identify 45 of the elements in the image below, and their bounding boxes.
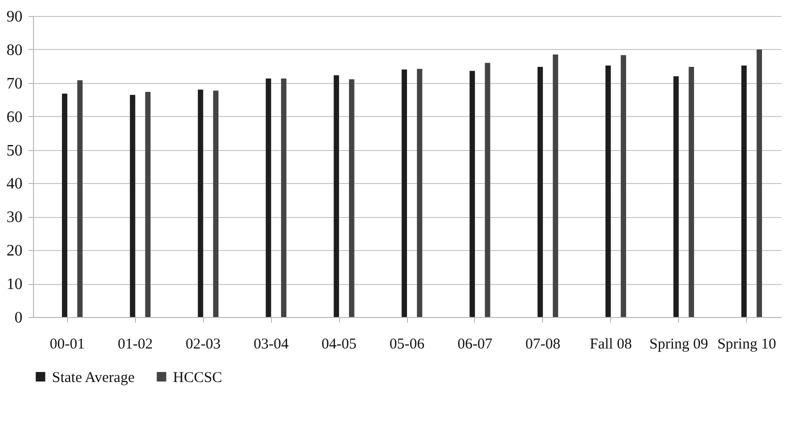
x-tick-label: 02-03 xyxy=(186,336,221,352)
bar xyxy=(266,78,272,317)
bar xyxy=(673,76,679,317)
bar xyxy=(62,94,68,317)
y-tick-label: 40 xyxy=(6,176,22,193)
x-tick-label: 05-06 xyxy=(390,336,425,352)
legend-label: HCCSC xyxy=(173,370,222,386)
y-tick-label: 10 xyxy=(6,276,22,294)
bar xyxy=(470,70,475,317)
bar xyxy=(538,66,543,317)
y-tick-label: 50 xyxy=(6,142,22,160)
x-tick-label: 04-05 xyxy=(322,336,357,352)
y-tick-label: 80 xyxy=(6,42,22,59)
bar xyxy=(620,55,626,317)
bar xyxy=(130,94,136,317)
bar xyxy=(416,68,422,317)
legend-label: State Average xyxy=(52,370,135,386)
bar xyxy=(213,90,218,317)
bar xyxy=(281,78,286,317)
bar xyxy=(334,75,340,317)
x-tick-label: 00-01 xyxy=(50,336,85,352)
y-tick-label: 70 xyxy=(6,75,22,92)
bar xyxy=(402,70,407,317)
x-tick-label: Fall 08 xyxy=(590,336,632,352)
bar xyxy=(605,66,611,317)
bar xyxy=(484,62,490,317)
bar xyxy=(756,49,762,317)
bar xyxy=(198,90,204,317)
bar xyxy=(77,80,83,317)
bar xyxy=(145,92,151,317)
x-tick-label: 06-07 xyxy=(457,336,493,352)
x-tick-label: 01-02 xyxy=(118,336,153,352)
bar xyxy=(552,54,558,317)
y-tick-label: 20 xyxy=(6,242,22,260)
bar xyxy=(741,66,747,317)
y-tick-label: 60 xyxy=(6,108,22,126)
x-tick-label: 03-04 xyxy=(254,336,290,352)
y-tick-label: 90 xyxy=(6,8,22,26)
x-tick-label: Spring 10 xyxy=(717,336,776,352)
bar xyxy=(688,66,694,317)
bar xyxy=(349,79,354,317)
x-tick-label: Spring 09 xyxy=(649,336,708,352)
y-tick-label: 30 xyxy=(6,209,22,226)
x-tick-label: 07-08 xyxy=(525,336,560,352)
y-tick-label: 0 xyxy=(14,310,22,326)
